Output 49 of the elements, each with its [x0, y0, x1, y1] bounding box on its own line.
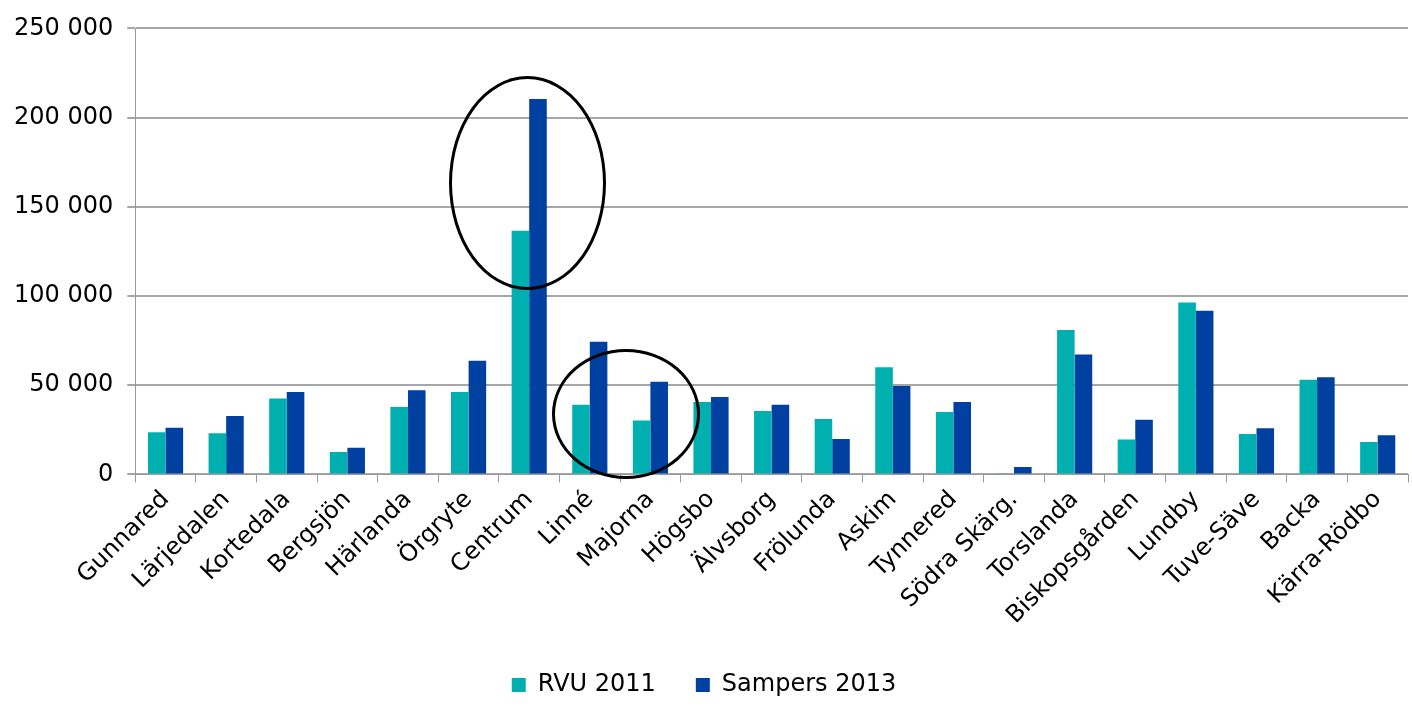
y-tick-label: 200 000 [14, 101, 114, 130]
bar [711, 396, 729, 474]
bar [1317, 377, 1335, 474]
bar [451, 391, 469, 474]
y-tick-label: 0 [97, 458, 114, 487]
bar [347, 447, 365, 474]
bar [1074, 354, 1093, 474]
bar [226, 416, 244, 474]
bar [1178, 302, 1196, 474]
bar [1360, 441, 1378, 474]
bar [572, 404, 590, 474]
bar [1057, 329, 1075, 474]
bar [1256, 428, 1275, 474]
bar [935, 411, 954, 474]
bar [165, 427, 184, 474]
bar [1117, 439, 1136, 474]
y-tick-label: 100 000 [14, 280, 114, 309]
bar [1195, 310, 1214, 474]
bar [892, 386, 911, 474]
bar [208, 433, 227, 474]
bar [407, 390, 426, 474]
bar [511, 230, 530, 474]
bar [286, 391, 305, 474]
bar [1135, 419, 1153, 474]
bar [529, 99, 547, 474]
bar [589, 341, 608, 474]
legend-label: RVU 2011 [537, 669, 656, 698]
bar [390, 406, 408, 474]
bar [814, 419, 833, 474]
bar [1238, 434, 1257, 474]
bar [771, 404, 790, 474]
bar [147, 432, 166, 474]
y-tick-label: 150 000 [14, 191, 114, 220]
bar [632, 420, 651, 474]
legend-label: Sampers 2013 [721, 669, 897, 698]
bar [650, 381, 668, 474]
bar [754, 411, 772, 474]
bar [269, 398, 287, 474]
y-tick-label: 250 000 [14, 12, 114, 41]
bar [1377, 435, 1396, 474]
bar [875, 367, 893, 474]
bar [329, 452, 348, 474]
bar [1014, 467, 1032, 474]
bar [693, 401, 712, 474]
y-tick-label: 50 000 [29, 369, 114, 398]
bar [468, 360, 487, 474]
bar [953, 401, 972, 474]
bar [1299, 379, 1318, 474]
bar [832, 439, 850, 474]
